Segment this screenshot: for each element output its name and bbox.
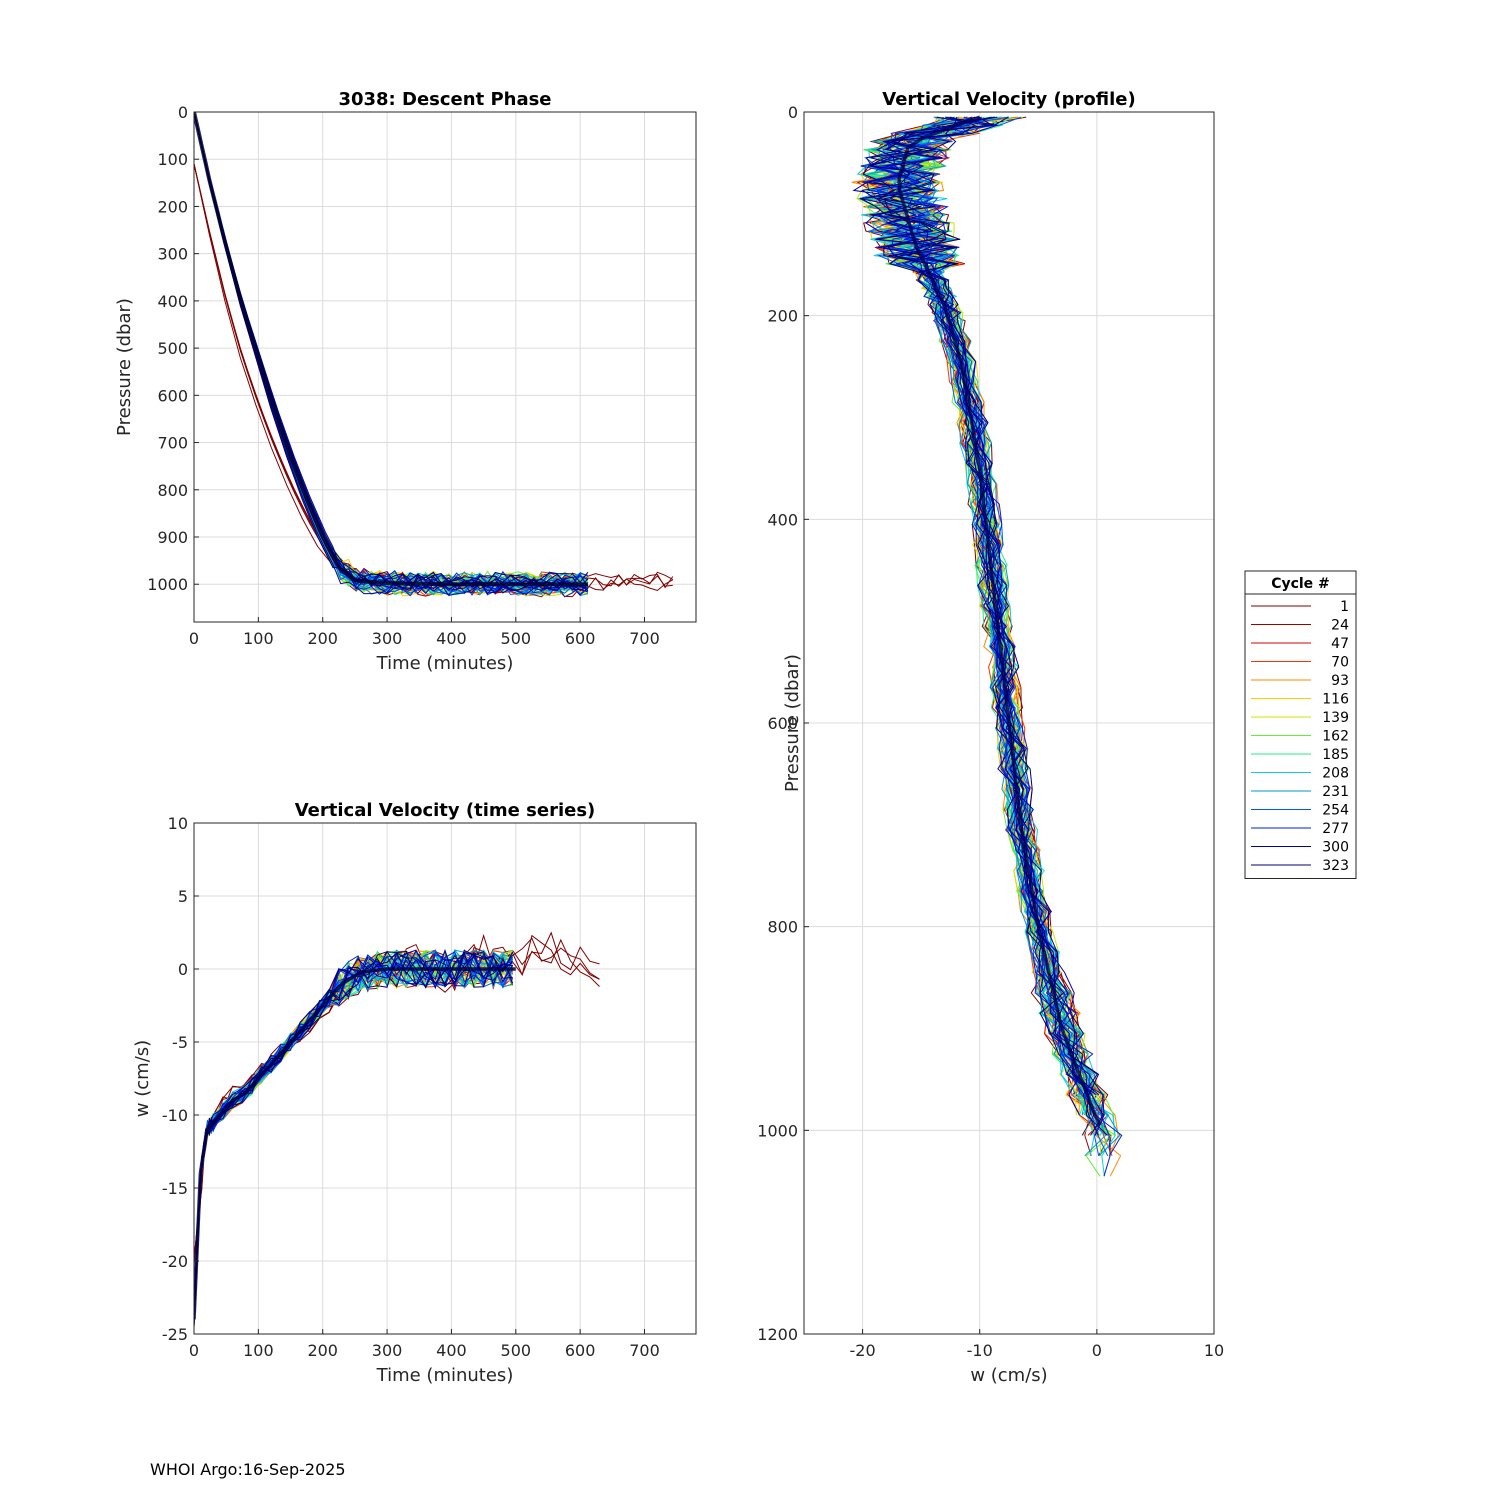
y-tick-label: 1200 [757, 1325, 798, 1344]
x-tick-label: 700 [629, 629, 660, 648]
y-axis-label: Pressure (dbar) [782, 654, 803, 792]
x-tick-label: -10 [967, 1341, 993, 1360]
y-tick-label: 200 [157, 197, 188, 216]
legend-title: Cycle # [1271, 576, 1330, 592]
profile-series-line [871, 116, 1109, 1157]
series-lines [194, 112, 674, 598]
x-tick-label: 0 [189, 1341, 199, 1360]
x-tick-label: 300 [372, 629, 403, 648]
legend-label: 254 [1322, 803, 1349, 819]
x-tick-label: 100 [243, 1341, 274, 1360]
plot-area [194, 112, 696, 622]
profile-series-line [868, 116, 1096, 1095]
legend-label: 277 [1322, 821, 1349, 837]
y-tick-label: 600 [157, 386, 188, 405]
legend-label: 93 [1331, 673, 1349, 689]
legend-label: 24 [1331, 618, 1349, 634]
x-tick-label: 0 [1092, 1341, 1102, 1360]
y-tick-label: 900 [157, 528, 188, 547]
legend-label: 139 [1322, 710, 1349, 726]
y-tick-label: 700 [157, 434, 188, 453]
legend-label: 300 [1322, 840, 1349, 856]
x-tick-label: 500 [501, 629, 532, 648]
chart-title: 3038: Descent Phase [338, 89, 551, 110]
legend-label: 185 [1322, 747, 1349, 763]
y-axis-label: w (cm/s) [132, 1040, 153, 1117]
series-lines [851, 115, 1123, 1177]
x-axis-label: Time (minutes) [376, 1365, 514, 1386]
y-tick-label: 0 [178, 103, 188, 122]
profile-series-line [864, 116, 1100, 1116]
y-tick-label: 100 [157, 150, 188, 169]
x-tick-label: 500 [501, 1341, 532, 1360]
y-tick-label: 10 [168, 814, 188, 833]
y-tick-label: 600 [767, 714, 798, 733]
velocity-mean-line [194, 967, 516, 1320]
y-tick-label: -5 [172, 1033, 188, 1052]
profile-mean-line [897, 115, 1102, 1126]
x-tick-label: 200 [307, 1341, 338, 1360]
legend-label: 208 [1322, 766, 1349, 782]
x-tick-label: 200 [307, 629, 338, 648]
y-tick-label: 500 [157, 339, 188, 358]
plot-2: 0 100 200 300 400 500 600 700 10 5 0 -5 -10 -15 -20 -25… [132, 800, 697, 1386]
legend-label: 47 [1331, 636, 1349, 652]
x-tick-label: 300 [372, 1341, 403, 1360]
y-tick-label: -15 [162, 1179, 188, 1198]
legend-label: 1 [1340, 599, 1349, 615]
axes-box [193, 822, 697, 1335]
footer-text: WHOI Argo:16-Sep-2025 [150, 1460, 346, 1479]
profile-series-line [861, 116, 1097, 1096]
legend-label: 231 [1322, 784, 1349, 800]
x-tick-label: 10 [1204, 1341, 1224, 1360]
x-tick-label: -20 [850, 1341, 876, 1360]
legend: Cycle # 1 24 47 70 93 116 139 162 185 208 231 254 277… [1244, 570, 1357, 879]
y-tick-label: 5 [178, 887, 188, 906]
legend-box [1244, 570, 1357, 879]
y-tick-label: 800 [157, 481, 188, 500]
descent-mean-line [194, 112, 588, 587]
y-tick-label: -25 [162, 1325, 188, 1344]
chart-title: Vertical Velocity (time series) [295, 800, 596, 821]
y-axis-label: Pressure (dbar) [114, 298, 135, 436]
x-tick-label: 700 [629, 1341, 660, 1360]
legend-label: 162 [1322, 729, 1349, 745]
x-axis-label: Time (minutes) [376, 653, 514, 674]
legend-label: 70 [1331, 655, 1349, 671]
plot-area [194, 823, 696, 1334]
x-tick-label: 100 [243, 629, 274, 648]
y-tick-label: 300 [157, 245, 188, 264]
y-tick-label: -20 [162, 1252, 188, 1271]
x-tick-label: 0 [189, 629, 199, 648]
y-tick-label: 400 [157, 292, 188, 311]
y-tick-label: 0 [178, 960, 188, 979]
y-tick-label: 800 [767, 918, 798, 937]
y-tick-label: -10 [162, 1106, 188, 1125]
chart-title: Vertical Velocity (profile) [882, 89, 1136, 110]
plot-1: 0 100 200 300 400 500 600 700 0 100 200 300 400 500 60… [114, 89, 697, 674]
y-tick-label: 400 [767, 510, 798, 529]
x-tick-label: 600 [565, 1341, 596, 1360]
y-tick-label: 1000 [757, 1121, 798, 1140]
x-axis-label: w (cm/s) [970, 1365, 1047, 1386]
grid [193, 111, 696, 622]
x-tick-label: 600 [565, 629, 596, 648]
y-tick-label: 200 [767, 307, 798, 326]
y-tick-label: 1000 [147, 575, 188, 594]
axes-box [193, 111, 697, 623]
legend-label: 116 [1322, 692, 1349, 708]
x-tick-label: 400 [436, 1341, 467, 1360]
x-tick-label: 400 [436, 629, 467, 648]
y-tick-label: 0 [788, 103, 798, 122]
legend-label: 323 [1322, 858, 1349, 874]
profile-series-line [867, 116, 1091, 1116]
series-lines [194, 931, 600, 1328]
